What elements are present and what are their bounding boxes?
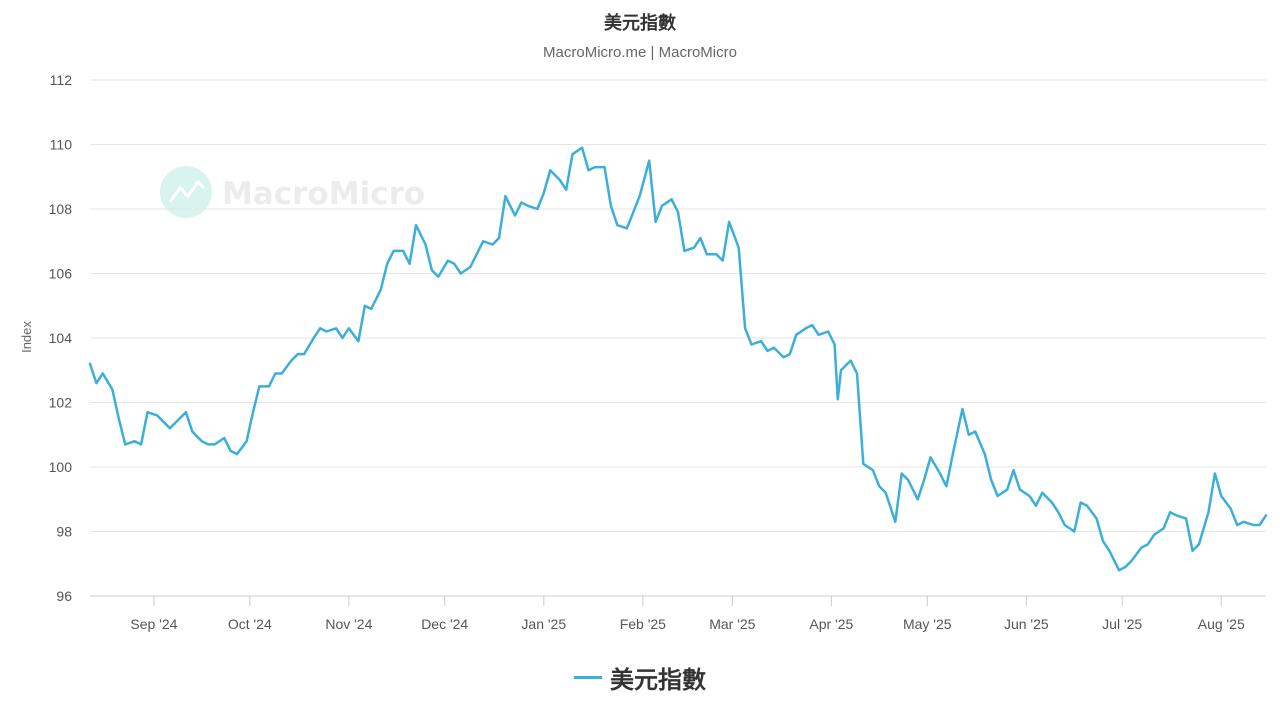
x-tick-label: Jul '25: [1102, 616, 1142, 632]
x-tick-label: Aug '25: [1198, 616, 1245, 632]
chart-title: 美元指數: [604, 13, 676, 34]
y-tick-label: 110: [50, 137, 73, 153]
x-tick-label: Jan '25: [521, 616, 566, 632]
legend[interactable]: 美元指數: [0, 660, 1280, 695]
y-tick-label: 100: [49, 459, 73, 475]
y-tick-label: 96: [56, 588, 72, 604]
y-tick-label: 98: [56, 524, 72, 540]
watermark-text: MacroMicro: [222, 176, 425, 212]
x-tick-label: May '25: [903, 616, 952, 632]
x-tick-label: Mar '25: [709, 616, 755, 632]
y-tick-label: 112: [50, 72, 73, 88]
x-tick-label: Nov '24: [325, 616, 372, 632]
y-tick-label: 108: [49, 201, 73, 217]
y-tick-label: 102: [49, 395, 73, 411]
series-line[interactable]: [88, 146, 1268, 572]
x-tick-label: Jun '25: [1004, 616, 1049, 632]
watermark-trend-icon: [168, 179, 206, 203]
grid-lines: [90, 79, 1266, 597]
chart-subtitle: MacroMicro.me | MacroMicro: [543, 44, 737, 61]
x-tick-label: Apr '25: [809, 616, 853, 632]
x-axis: Sep '24 Oct '24 Nov '24 Dec '24 Jan '25 Feb '…: [90, 595, 1266, 632]
legend-line-icon: [574, 676, 602, 679]
x-tick-label: Sep '24: [130, 616, 177, 632]
legend-label[interactable]: 美元指數: [610, 666, 706, 694]
watermark-logo: MacroMicro: [160, 166, 425, 218]
series-layer: [88, 146, 1268, 572]
y-axis: 96 98 100 102 104 106 108 110 112: [49, 72, 73, 604]
y-tick-label: 106: [49, 266, 73, 282]
x-tick-label: Oct '24: [228, 616, 272, 632]
y-tick-label: 104: [49, 330, 73, 346]
x-tick-label: Feb '25: [620, 616, 666, 632]
y-axis-title: Index: [19, 321, 34, 353]
x-tick-label: Dec '24: [421, 616, 468, 632]
